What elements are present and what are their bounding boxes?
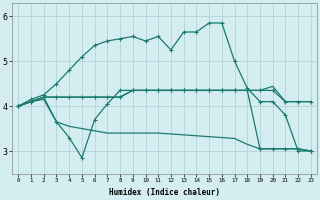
- X-axis label: Humidex (Indice chaleur): Humidex (Indice chaleur): [109, 188, 220, 197]
